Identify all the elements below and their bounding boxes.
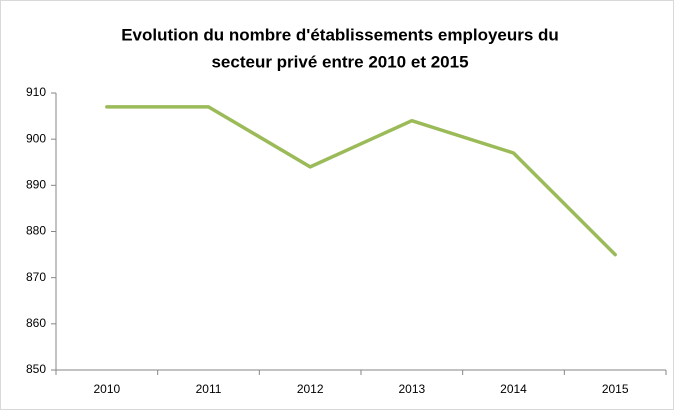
chart-title: secteur privé entre 2010 et 2015 (211, 52, 468, 71)
y-tick-label: 890 (26, 178, 46, 192)
x-tick-label: 2014 (500, 382, 527, 396)
y-tick-label: 850 (26, 362, 46, 376)
y-tick-label: 910 (26, 85, 46, 99)
y-tick-label: 860 (26, 316, 46, 330)
y-tick-label: 900 (26, 131, 46, 145)
y-tick-label: 870 (26, 270, 46, 284)
x-tick-label: 2012 (297, 382, 324, 396)
chart-title: Evolution du nombre d'établissements emp… (121, 25, 559, 44)
data-line (105, 105, 617, 257)
y-tick-label: 880 (26, 224, 46, 238)
x-tick-label: 2013 (398, 382, 425, 396)
x-tick-label: 2010 (93, 382, 120, 396)
x-tick-label: 2011 (196, 382, 222, 396)
x-tick-label: 2015 (602, 382, 629, 396)
